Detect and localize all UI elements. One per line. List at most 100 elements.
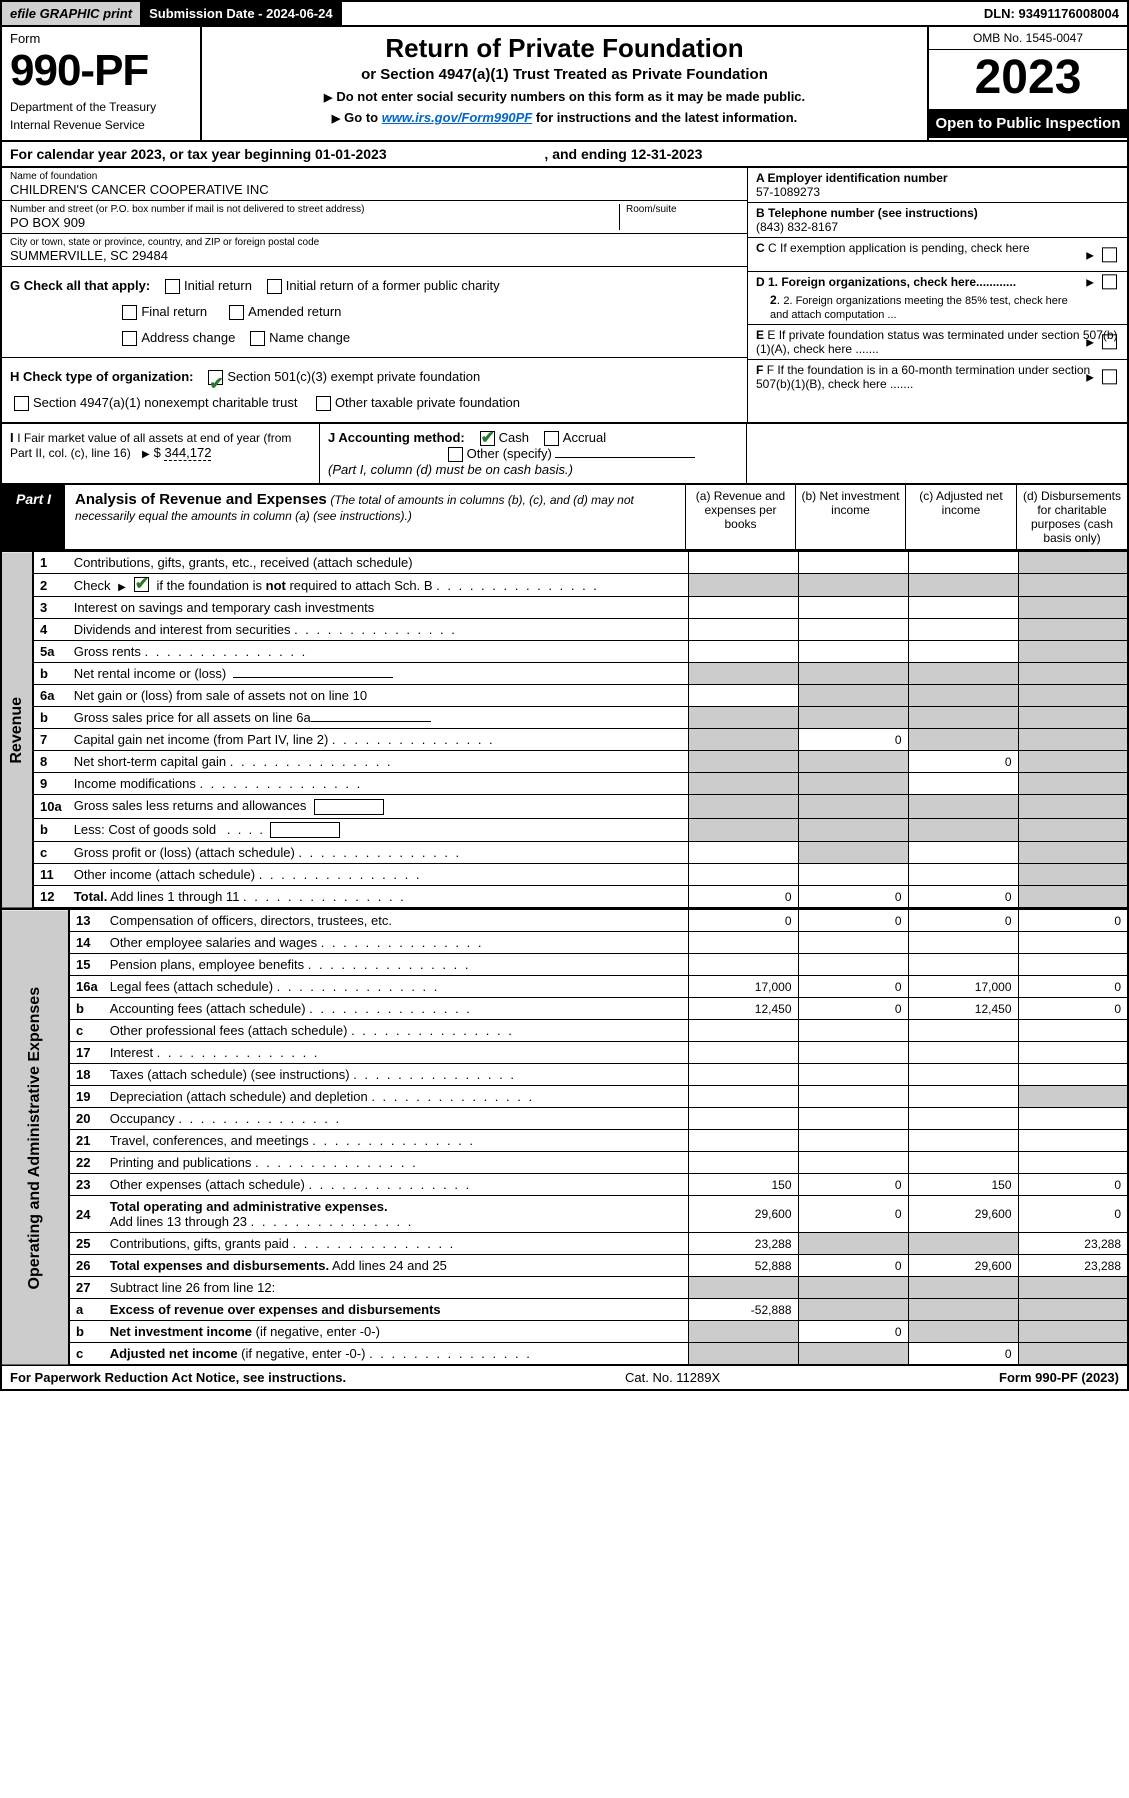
chk-501c3[interactable] bbox=[208, 370, 223, 385]
line-desc: Excess of revenue over expenses and disb… bbox=[104, 1299, 688, 1321]
identity-right: A Employer identification number 57-1089… bbox=[747, 168, 1127, 422]
irs-label: Internal Revenue Service bbox=[10, 118, 192, 132]
instr2-post: for instructions and the latest informat… bbox=[532, 110, 797, 125]
chk-initial[interactable] bbox=[165, 279, 180, 294]
chk-cash[interactable] bbox=[480, 431, 495, 446]
table-row: bGross sales price for all assets on lin… bbox=[1, 707, 1128, 729]
chk-accrual[interactable] bbox=[544, 431, 559, 446]
city-label: City or town, state or province, country… bbox=[10, 237, 739, 248]
line-desc: Subtract line 26 from line 12: bbox=[104, 1277, 688, 1299]
form-subtitle: or Section 4947(a)(1) Trust Treated as P… bbox=[214, 66, 915, 83]
ein-value: 57-1089273 bbox=[756, 185, 820, 199]
g-final: Final return bbox=[141, 304, 207, 319]
g-amended: Amended return bbox=[248, 304, 341, 319]
table-row: 26Total expenses and disbursements. Add … bbox=[1, 1255, 1128, 1277]
col-d-hdr: (d) Disbursements for charitable purpose… bbox=[1016, 485, 1127, 549]
table-row: 22Printing and publications bbox=[1, 1152, 1128, 1174]
chk-other-acct[interactable] bbox=[448, 447, 463, 462]
line-no: 3 bbox=[33, 597, 68, 619]
line-desc: Other expenses (attach schedule) bbox=[104, 1174, 688, 1196]
chk-name[interactable] bbox=[250, 331, 265, 346]
line-no: 1 bbox=[33, 552, 68, 574]
line-no: 22 bbox=[69, 1152, 104, 1174]
header-left: Form 990-PF Department of the Treasury I… bbox=[2, 27, 202, 140]
room-label: Room/suite bbox=[626, 204, 739, 215]
line-no: 14 bbox=[69, 932, 104, 954]
dept-treasury: Department of the Treasury bbox=[10, 100, 192, 114]
line-desc: Gross profit or (loss) (attach schedule) bbox=[68, 842, 688, 864]
chk-d1[interactable] bbox=[1102, 275, 1117, 290]
chk-e[interactable] bbox=[1102, 335, 1117, 350]
footer-cat: Cat. No. 11289X bbox=[625, 1370, 720, 1385]
address-row: Number and street (or P.O. box number if… bbox=[2, 201, 747, 234]
line-desc: Income modifications bbox=[68, 773, 688, 795]
line-no: b bbox=[33, 818, 68, 842]
line-no: 27 bbox=[69, 1277, 104, 1299]
table-row: 16aLegal fees (attach schedule) 17,00001… bbox=[1, 976, 1128, 998]
topbar-spacer bbox=[342, 2, 976, 25]
line-no: 17 bbox=[69, 1042, 104, 1064]
form-title: Return of Private Foundation bbox=[214, 33, 915, 64]
line-desc: Legal fees (attach schedule) bbox=[104, 976, 688, 998]
cal-begin: 01-01-2023 bbox=[315, 146, 387, 162]
line-desc: Printing and publications bbox=[104, 1152, 688, 1174]
line-no: b bbox=[33, 663, 68, 685]
chk-4947[interactable] bbox=[14, 396, 29, 411]
chk-initial-former[interactable] bbox=[267, 279, 282, 294]
address-value: PO BOX 909 bbox=[10, 215, 619, 230]
table-row: 14Other employee salaries and wages bbox=[1, 932, 1128, 954]
j-cash: Cash bbox=[499, 430, 529, 445]
line-desc: Depreciation (attach schedule) and deple… bbox=[104, 1086, 688, 1108]
line-no: 5a bbox=[33, 641, 68, 663]
cal-end: 12-31-2023 bbox=[631, 146, 703, 162]
line-no: 25 bbox=[69, 1233, 104, 1255]
f-spacer bbox=[747, 424, 1127, 483]
c-text: C If exemption application is pending, c… bbox=[768, 241, 1030, 255]
irs-link[interactable]: www.irs.gov/Form990PF bbox=[382, 110, 533, 125]
line-desc: Contributions, gifts, grants, etc., rece… bbox=[68, 552, 688, 574]
line-desc: Gross sales less returns and allowances bbox=[68, 795, 688, 819]
h-label: H Check type of organization: bbox=[10, 369, 193, 384]
table-row: 19Depreciation (attach schedule) and dep… bbox=[1, 1086, 1128, 1108]
table-row: 23Other expenses (attach schedule) 15001… bbox=[1, 1174, 1128, 1196]
chk-amended[interactable] bbox=[229, 305, 244, 320]
h-c3: Section 501(c)(3) exempt private foundat… bbox=[227, 369, 480, 384]
h-other: Other taxable private foundation bbox=[335, 395, 520, 410]
chk-other-tax[interactable] bbox=[316, 396, 331, 411]
chk-final[interactable] bbox=[122, 305, 137, 320]
f-row: F F If the foundation is in a 60-month t… bbox=[748, 360, 1127, 394]
g-row: G Check all that apply: Initial return I… bbox=[2, 267, 747, 358]
line-desc: Other professional fees (attach schedule… bbox=[104, 1020, 688, 1042]
chk-c[interactable] bbox=[1102, 247, 1117, 262]
part1-title-text: Analysis of Revenue and Expenses bbox=[75, 491, 327, 508]
line-no: 21 bbox=[69, 1130, 104, 1152]
efile-print-button[interactable]: efile GRAPHIC print bbox=[2, 2, 141, 25]
line-desc: Check if the foundation is not required … bbox=[68, 574, 688, 597]
line-desc: Less: Cost of goods sold . . . . bbox=[68, 818, 688, 842]
i-j-row: I I Fair market value of all assets at e… bbox=[0, 424, 1129, 485]
chk-f[interactable] bbox=[1102, 370, 1117, 385]
line-desc: Adjusted net income (if negative, enter … bbox=[104, 1343, 688, 1366]
chk-address[interactable] bbox=[122, 331, 137, 346]
line-no: 6a bbox=[33, 685, 68, 707]
revenue-table: Revenue1Contributions, gifts, grants, et… bbox=[0, 551, 1129, 909]
table-row: 4Dividends and interest from securities bbox=[1, 619, 1128, 641]
c-row: C C If exemption application is pending,… bbox=[748, 238, 1127, 272]
line-no: a bbox=[69, 1299, 104, 1321]
line-desc: Total expenses and disbursements. Add li… bbox=[104, 1255, 688, 1277]
table-row: 8Net short-term capital gain 0 bbox=[1, 751, 1128, 773]
side-label: Operating and Administrative Expenses bbox=[1, 910, 69, 1366]
footer-left: For Paperwork Reduction Act Notice, see … bbox=[10, 1370, 346, 1385]
instr2-pre: Go to bbox=[344, 110, 382, 125]
line-no: b bbox=[69, 1321, 104, 1343]
g-name: Name change bbox=[269, 330, 350, 345]
h-row: H Check type of organization: Section 50… bbox=[2, 358, 747, 422]
table-row: cGross profit or (loss) (attach schedule… bbox=[1, 842, 1128, 864]
open-public-inspection: Open to Public Inspection bbox=[929, 109, 1127, 138]
line-no: 19 bbox=[69, 1086, 104, 1108]
table-row: 6aNet gain or (loss) from sale of assets… bbox=[1, 685, 1128, 707]
d2-text: 2. Foreign organizations meeting the 85%… bbox=[770, 295, 1068, 321]
foundation-name: CHILDREN'S CANCER COOPERATIVE INC bbox=[10, 182, 739, 197]
table-row: 24Total operating and administrative exp… bbox=[1, 1196, 1128, 1233]
form-label: Form bbox=[10, 31, 192, 46]
